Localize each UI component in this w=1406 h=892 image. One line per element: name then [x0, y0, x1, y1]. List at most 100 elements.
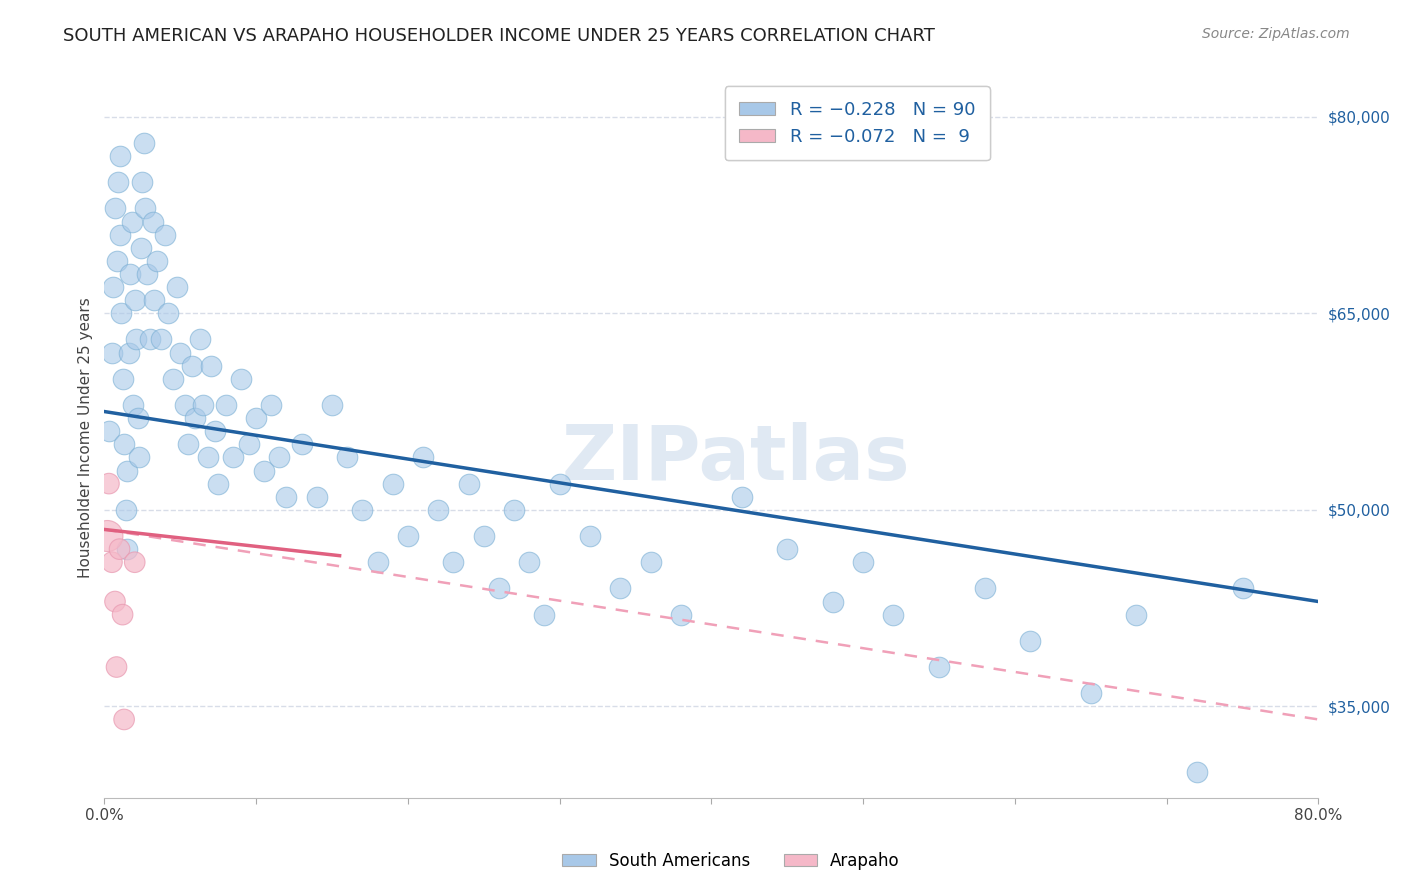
- Point: [396, 529, 419, 543]
- Point: [135, 267, 157, 281]
- Point: [731, 490, 754, 504]
- Point: [188, 333, 211, 347]
- Point: [191, 398, 214, 412]
- Point: [352, 503, 374, 517]
- Point: [517, 555, 540, 569]
- Text: SOUTH AMERICAN VS ARAPAHO HOUSEHOLDER INCOME UNDER 25 YEARS CORRELATION CHART: SOUTH AMERICAN VS ARAPAHO HOUSEHOLDER IN…: [63, 27, 935, 45]
- Point: [105, 253, 128, 268]
- Point: [533, 607, 555, 622]
- Text: ZIPatlas: ZIPatlas: [561, 423, 910, 496]
- Point: [181, 359, 204, 373]
- Point: [291, 437, 314, 451]
- Point: [131, 175, 153, 189]
- Point: [579, 529, 602, 543]
- Point: [111, 372, 134, 386]
- Point: [197, 450, 219, 465]
- Point: [200, 359, 222, 373]
- Point: [503, 503, 526, 517]
- Point: [120, 267, 142, 281]
- Point: [121, 214, 143, 228]
- Point: [852, 555, 875, 569]
- Point: [1080, 686, 1102, 700]
- Point: [104, 594, 127, 608]
- Point: [97, 424, 120, 438]
- Legend: R = −0.228   N = 90, R = −0.072   N =  9: R = −0.228 N = 90, R = −0.072 N = 9: [724, 87, 990, 161]
- Point: [166, 280, 188, 294]
- Point: [142, 214, 165, 228]
- Point: [134, 202, 156, 216]
- Point: [305, 490, 328, 504]
- Point: [177, 437, 200, 451]
- Point: [108, 542, 131, 557]
- Point: [128, 450, 150, 465]
- Point: [253, 463, 276, 477]
- Point: [1232, 582, 1254, 596]
- Point: [381, 476, 404, 491]
- Point: [1185, 764, 1208, 779]
- Point: [146, 253, 169, 268]
- Point: [104, 202, 127, 216]
- Y-axis label: Householder Income Under 25 years: Householder Income Under 25 years: [79, 297, 93, 578]
- Point: [112, 437, 135, 451]
- Point: [367, 555, 389, 569]
- Point: [882, 607, 904, 622]
- Point: [821, 594, 844, 608]
- Point: [107, 175, 129, 189]
- Point: [108, 227, 131, 242]
- Point: [215, 398, 238, 412]
- Point: [222, 450, 245, 465]
- Point: [112, 713, 135, 727]
- Point: [238, 437, 260, 451]
- Point: [276, 490, 298, 504]
- Point: [973, 582, 995, 596]
- Point: [115, 463, 138, 477]
- Point: [427, 503, 450, 517]
- Point: [412, 450, 434, 465]
- Point: [260, 398, 283, 412]
- Point: [97, 476, 120, 491]
- Point: [101, 345, 124, 359]
- Point: [204, 424, 226, 438]
- Point: [103, 280, 125, 294]
- Point: [157, 306, 180, 320]
- Point: [173, 398, 195, 412]
- Point: [101, 555, 124, 569]
- Point: [1019, 633, 1042, 648]
- Point: [267, 450, 290, 465]
- Point: [609, 582, 631, 596]
- Legend: South Americans, Arapaho: South Americans, Arapaho: [555, 846, 907, 877]
- Point: [149, 333, 172, 347]
- Point: [336, 450, 359, 465]
- Point: [125, 333, 148, 347]
- Text: Source: ZipAtlas.com: Source: ZipAtlas.com: [1202, 27, 1350, 41]
- Point: [96, 529, 118, 543]
- Point: [115, 542, 138, 557]
- Point: [124, 555, 146, 569]
- Point: [184, 411, 207, 425]
- Point: [776, 542, 799, 557]
- Point: [108, 149, 131, 163]
- Point: [548, 476, 571, 491]
- Point: [229, 372, 252, 386]
- Point: [640, 555, 662, 569]
- Point: [122, 398, 145, 412]
- Point: [143, 293, 166, 308]
- Point: [488, 582, 510, 596]
- Point: [132, 136, 155, 150]
- Point: [472, 529, 495, 543]
- Point: [110, 306, 132, 320]
- Point: [669, 607, 692, 622]
- Point: [162, 372, 184, 386]
- Point: [153, 227, 176, 242]
- Point: [118, 345, 141, 359]
- Point: [457, 476, 479, 491]
- Point: [124, 293, 146, 308]
- Point: [1125, 607, 1147, 622]
- Point: [928, 660, 950, 674]
- Point: [169, 345, 191, 359]
- Point: [129, 241, 152, 255]
- Point: [207, 476, 229, 491]
- Point: [111, 607, 134, 622]
- Point: [105, 660, 128, 674]
- Point: [441, 555, 464, 569]
